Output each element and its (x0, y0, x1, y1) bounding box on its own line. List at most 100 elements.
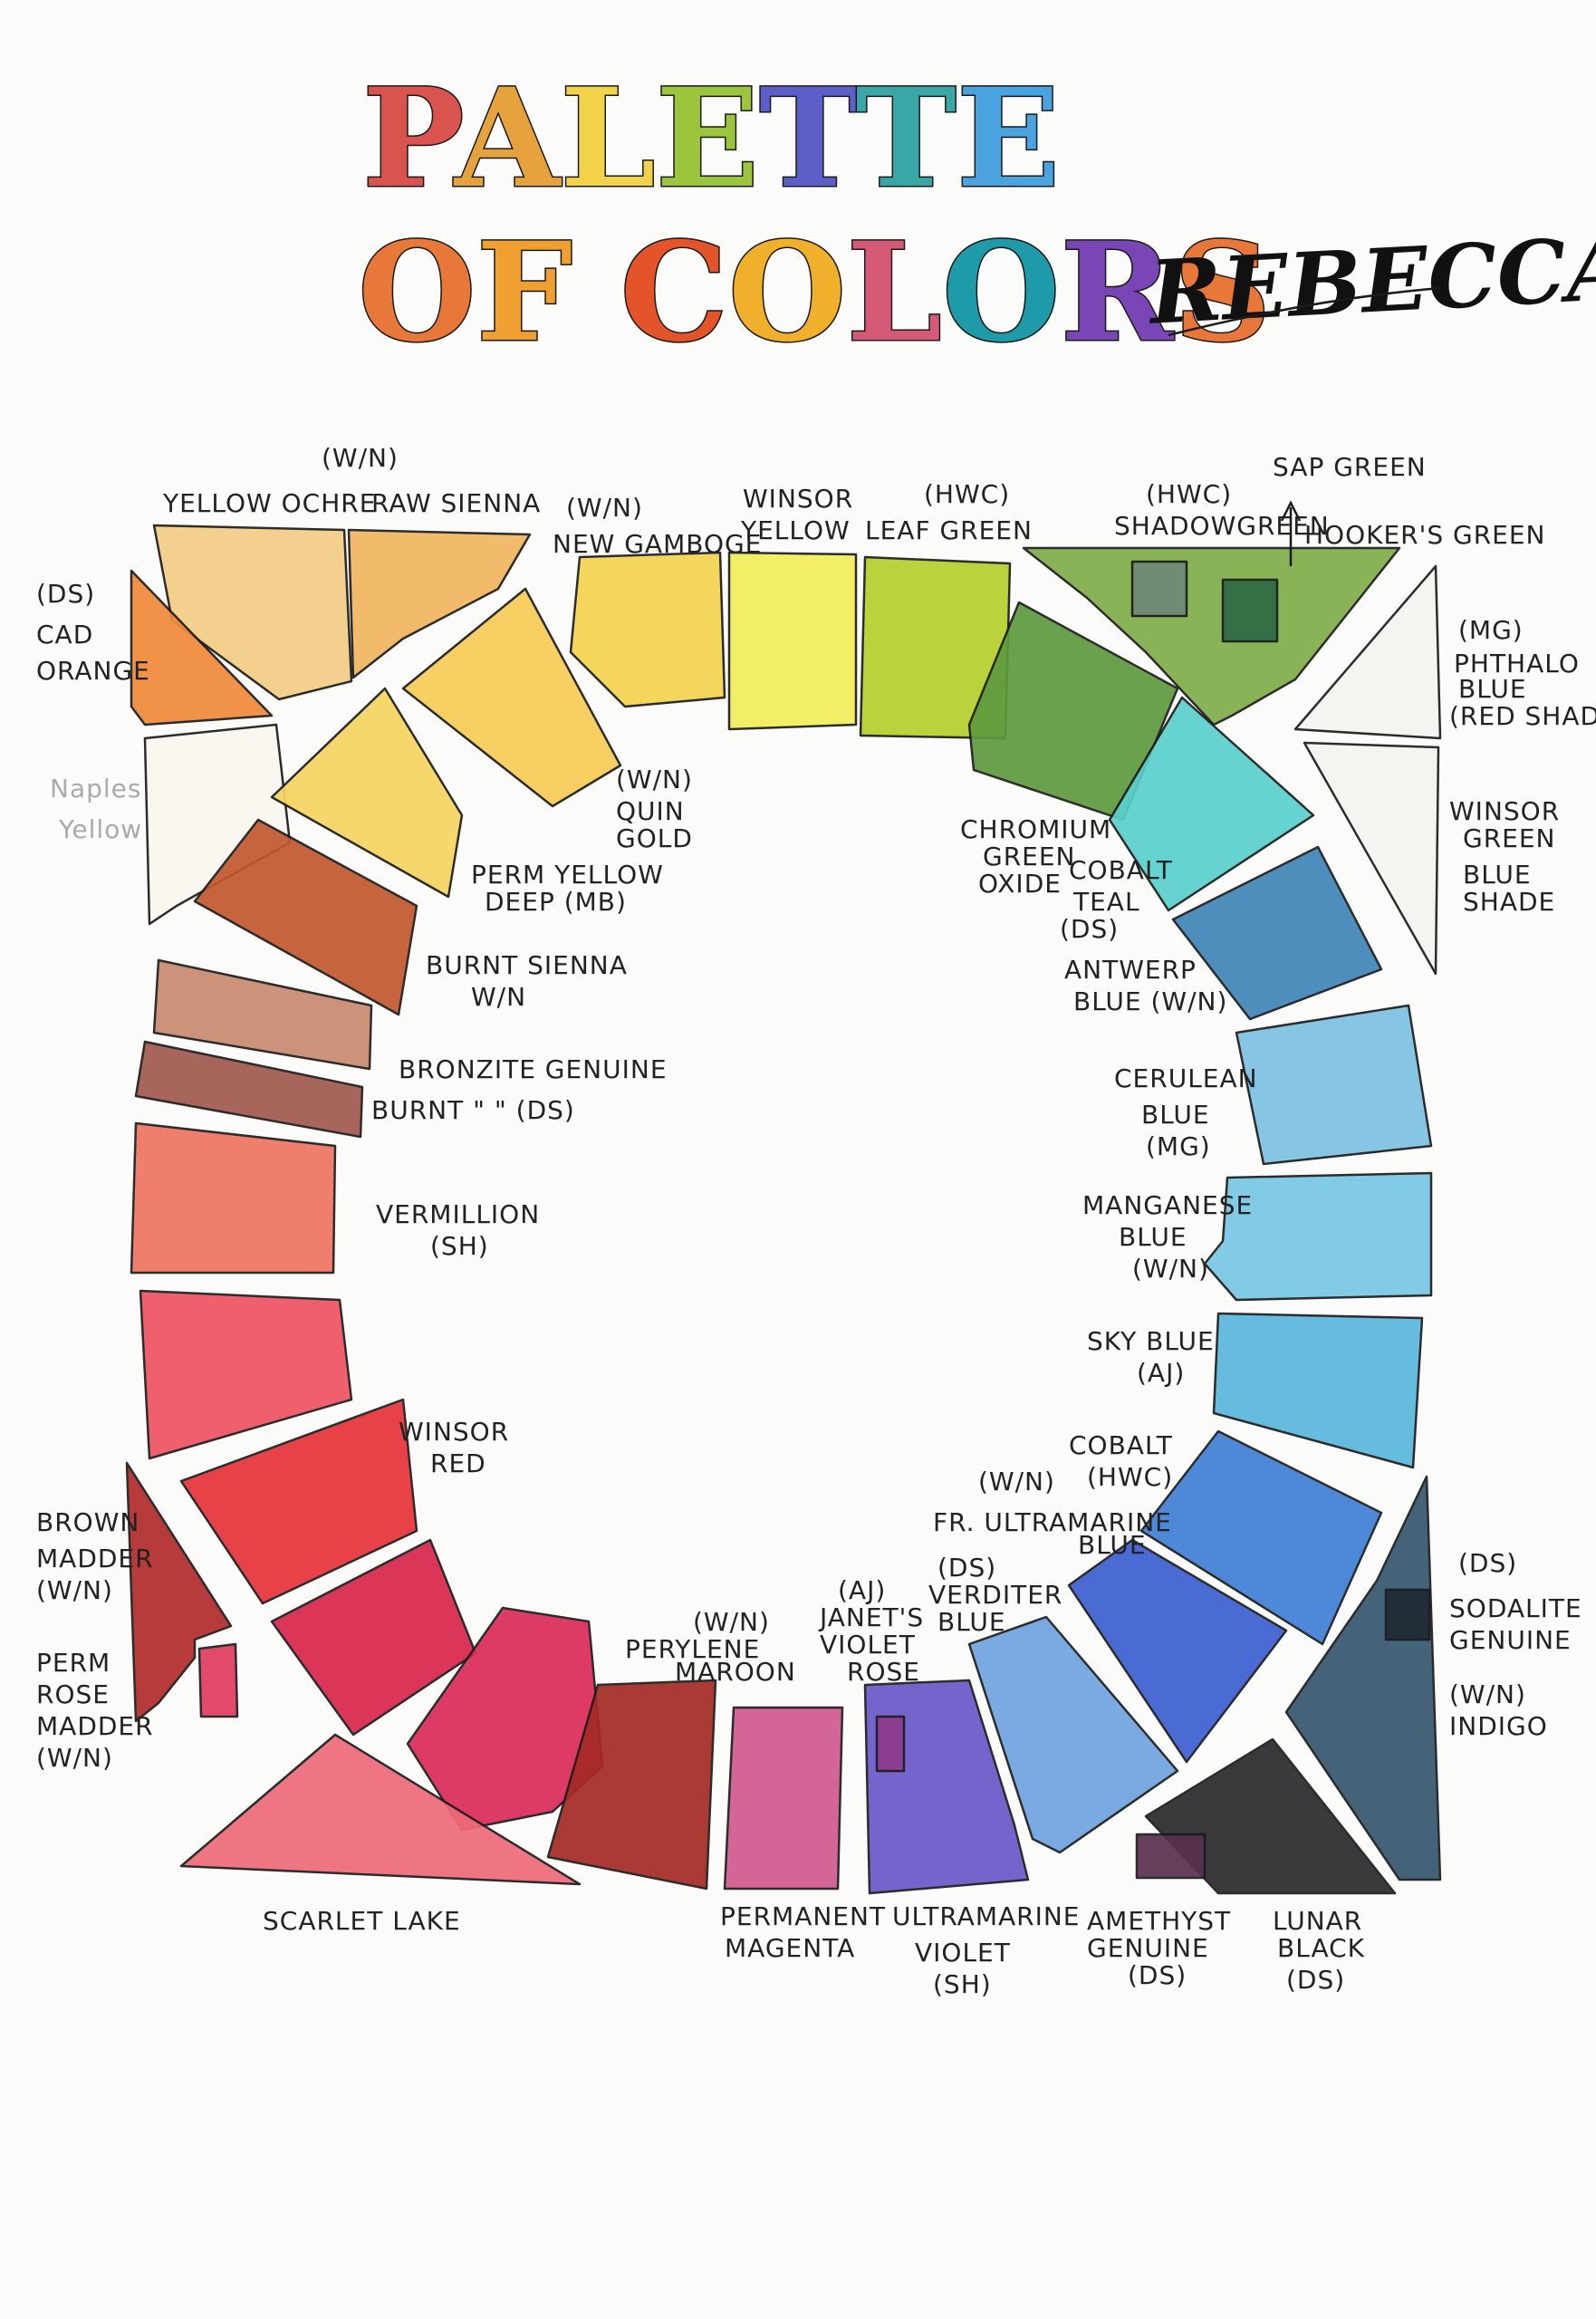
swatch-manganese-blue (1203, 1171, 1433, 1302)
label-bronzite-1: BRONZITE GENUINE (399, 1054, 668, 1084)
label-new-gamboge: NEW GAMBOGE (553, 529, 762, 559)
signature-underline (1168, 286, 1441, 337)
label-perm-magenta-1: PERMANENT (720, 1901, 886, 1931)
title-block: PALETTE OF COLORS REBECCA Z (357, 58, 1596, 374)
label-sodalite-1: SODALITE (1449, 1593, 1582, 1623)
swatch-sodalite-genuine (1384, 1588, 1431, 1641)
label-janet-2: VIOLET (820, 1630, 916, 1660)
label-winsor-yellow-1: WINSOR (743, 484, 853, 514)
swatch-perm-yellow-deep (270, 687, 464, 899)
label-perm-rose-3: MADDER (36, 1711, 154, 1741)
label-cerulean-2: BLUE (1141, 1100, 1210, 1130)
label-fr-ultra-2: BLUE (1078, 1530, 1147, 1560)
swatch-shadow-green (1130, 560, 1188, 618)
swatch-cerulean-blue (1235, 1004, 1433, 1166)
label-verditer-ds: (DS) (937, 1553, 996, 1583)
label-janet-1: JANET'S (818, 1602, 924, 1632)
label-winsor-yellow-2: YELLOW (740, 515, 851, 545)
label-yellow-ochre: YELLOW OCHRE (162, 488, 376, 518)
label-sodalite-ds: (DS) (1458, 1548, 1517, 1578)
label-bronzite-2: BURNT " " (DS) (371, 1095, 575, 1125)
label-brown-madder-1: BROWN (36, 1507, 139, 1537)
label-phthalo-mg: (MG) (1458, 615, 1524, 645)
label-manganese-3: (W/N) (1132, 1254, 1209, 1284)
swatch-perylene-maroon (546, 1679, 717, 1891)
swatch-winsor-yellow (727, 551, 858, 731)
title-letter: P (362, 59, 462, 218)
label-fr-ultra-1: FR. ULTRAMARINE (933, 1507, 1172, 1537)
label-winsor-red-1: WINSOR (399, 1417, 509, 1447)
swatch-quin-gold (401, 587, 622, 808)
label-amethyst-3: (DS) (1128, 1960, 1187, 1990)
title-letter (572, 213, 620, 372)
swatch-winsor-red (179, 1398, 418, 1605)
label-fr-ultra-wn: (W/N) (978, 1467, 1055, 1496)
label-amethyst-2: GENUINE (1087, 1933, 1209, 1963)
label-phthalo-1: PHTHALO (1454, 649, 1580, 678)
label-janet-3: ROSE (847, 1657, 920, 1687)
title-line-2: OF COLORS (358, 213, 1272, 372)
label-quin-wn: (W/N) (616, 765, 693, 794)
label-perm-rose-1: PERM (36, 1648, 111, 1678)
label-cerulean-3: (MG) (1146, 1131, 1211, 1161)
label-naples-2: Yellow (58, 814, 142, 844)
label-winsor-green-4: SHADE (1463, 887, 1555, 917)
label-sap-green: SAP GREEN (1273, 452, 1427, 482)
label-hookers-green: HOOKER'S GREEN (1304, 520, 1546, 550)
label-verditer-2: BLUE (937, 1607, 1006, 1637)
label-cobalt-teal-3: (DS) (1060, 914, 1119, 944)
label-leaf-green: LEAF GREEN (865, 515, 1033, 545)
title-letter: L (560, 59, 655, 218)
swatch-winsor-green (1303, 741, 1440, 976)
swatch-ring (125, 500, 1442, 1895)
label-raw-sienna: RAW SIENNA (371, 488, 541, 518)
label-new-gamboge-wn: (W/N) (566, 493, 643, 523)
title-letter: L (846, 213, 941, 372)
title-letter: O (942, 213, 1061, 372)
swatch-crimson-top (139, 1289, 353, 1460)
swatch-janets-violet-rose (875, 1715, 906, 1773)
swatch-fr-ultramarine-blue (1067, 1538, 1288, 1764)
label-leaf-green-hwc: (HWC) (924, 479, 1010, 509)
arrow-sap-green (1280, 500, 1302, 566)
swatch-antwerp-blue (1171, 845, 1383, 1021)
swatch-scarlet-lake (179, 1733, 582, 1886)
swatch-phthalo-blue (1293, 564, 1442, 740)
label-chromium-2: GREEN (983, 842, 1075, 871)
label-lunar-3: (DS) (1286, 1965, 1345, 1995)
label-phthalo-2: BLUE (1458, 674, 1527, 704)
label-lunar-2: BLACK (1277, 1933, 1365, 1963)
title-letter: R (1061, 213, 1175, 372)
label-burnt-sienna-2: W/N (471, 982, 526, 1012)
title-letter: T (855, 59, 957, 218)
swatch-bronzite-genuine (152, 958, 373, 1071)
label-cerulean-1: CERULEAN (1114, 1063, 1258, 1093)
label-perm-yellow-1: PERM YELLOW (471, 860, 664, 890)
swatch-raw-sienna (347, 528, 532, 679)
labels: YELLOW OCHRE (W/N) RAW SIENNA (W/N) NEW … (36, 443, 1596, 1999)
label-quin-1: QUIN (616, 796, 685, 826)
swatch-burnt-sienna (193, 818, 418, 1016)
title-letter: E (957, 59, 1060, 218)
swatch-new-gamboge (569, 551, 726, 708)
label-perylene-1: PERYLENE (625, 1634, 760, 1664)
label-chromium-1: CHROMIUM (960, 814, 1111, 844)
label-verditer-1: VERDITER (928, 1580, 1062, 1610)
label-indigo-1: INDIGO (1449, 1711, 1548, 1741)
label-winsor-green-3: BLUE (1463, 860, 1532, 890)
label-cobalt-teal-2: TEAL (1072, 887, 1140, 917)
label-antwerp-1: ANTWERP (1064, 955, 1197, 985)
label-perylene-wn: (W/N) (693, 1607, 770, 1637)
label-brown-madder-2: MADDER (36, 1544, 154, 1573)
title-letter: F (476, 213, 573, 372)
label-sky-2: (AJ) (1137, 1358, 1185, 1388)
title-letter: C (620, 213, 727, 372)
label-perm-yellow-2: DEEP (MB) (485, 887, 627, 917)
label-manganese-1: MANGANESE (1082, 1190, 1253, 1220)
title-letter: A (453, 59, 562, 218)
label-antwerp-2: BLUE (W/N) (1073, 986, 1227, 1016)
swatch-burnt-bronzite (134, 1040, 364, 1139)
title-letter: O (358, 213, 476, 372)
label-cad-orange-1: CAD (36, 620, 93, 650)
